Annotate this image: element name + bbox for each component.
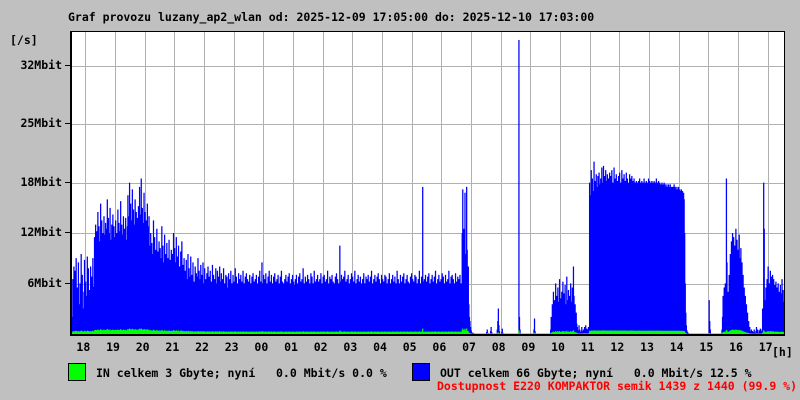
plot-area	[70, 31, 785, 336]
x-axis-tick-label: 06	[432, 340, 447, 354]
y-axis-tick-label: 12Mbit	[20, 225, 62, 240]
page-title: Graf provozu luzany_ap2_wlan od: 2025-12…	[68, 10, 595, 24]
y-axis-tick-mark	[65, 182, 70, 183]
x-axis-tick-label: 13	[640, 340, 654, 354]
x-axis-tick-label: 16	[729, 340, 743, 354]
x-axis-tick-label: 04	[373, 340, 387, 354]
x-axis-tick-label: 11	[580, 340, 595, 354]
x-axis-tick-label: 09	[521, 340, 536, 354]
x-axis-tick-label: 08	[491, 340, 506, 354]
availability-label: Dostupnost E220 KOMPAKTOR semik 1439 z 1…	[437, 379, 798, 393]
x-axis-tick-label: 18	[76, 340, 91, 354]
traffic-plot-svg	[72, 32, 784, 334]
y-axis-tick-mark	[65, 65, 70, 66]
x-axis-tick-label: 05	[402, 340, 417, 354]
y-axis-tick-mark	[65, 232, 70, 233]
x-axis-tick-label: 17	[758, 340, 773, 354]
y-axis-tick-mark	[65, 123, 70, 124]
series-out	[72, 40, 784, 334]
x-axis-tick-label: 23	[224, 340, 239, 354]
x-axis-tick-label: 15	[699, 340, 714, 354]
x-axis-tick-label: 12	[610, 340, 625, 354]
legend-swatch-out	[412, 363, 430, 381]
y-axis-tick-label: 18Mbit	[20, 175, 62, 189]
x-axis-tick-label: 10	[551, 340, 565, 354]
y-axis-tick-label: 25Mbit	[20, 116, 62, 131]
x-axis-tick-label: 01	[284, 340, 298, 354]
x-axis-tick-label: 19	[106, 340, 120, 354]
x-axis-tick-label: 20	[135, 340, 150, 354]
x-axis-tick-label: 02	[313, 340, 328, 354]
y-axis-tick-label: 6Mbit	[27, 275, 62, 290]
legend-label-out: OUT celkem 66 Gbyte; nyní 0.0 Mbit/s 12.…	[440, 366, 752, 380]
x-axis-tick-label: 03	[343, 340, 358, 354]
y-axis-unit-label: [/s]	[10, 33, 38, 47]
x-axis-tick-label: 00	[254, 340, 269, 354]
y-axis-tick-mark	[65, 283, 70, 284]
x-axis-unit-label: [h]	[772, 345, 793, 359]
legend-swatch-in	[68, 363, 86, 381]
y-axis-tick-label: 32Mbit	[20, 57, 62, 72]
x-axis-tick-label: 14	[669, 340, 684, 354]
x-axis-tick-label: 22	[195, 340, 209, 354]
x-axis-tick-label: 21	[165, 340, 180, 354]
x-axis-tick-label: 07	[462, 340, 476, 354]
legend-label-in: IN celkem 3 Gbyte; nyní 0.0 Mbit/s 0.0 %	[96, 366, 387, 380]
series-in	[72, 328, 784, 334]
